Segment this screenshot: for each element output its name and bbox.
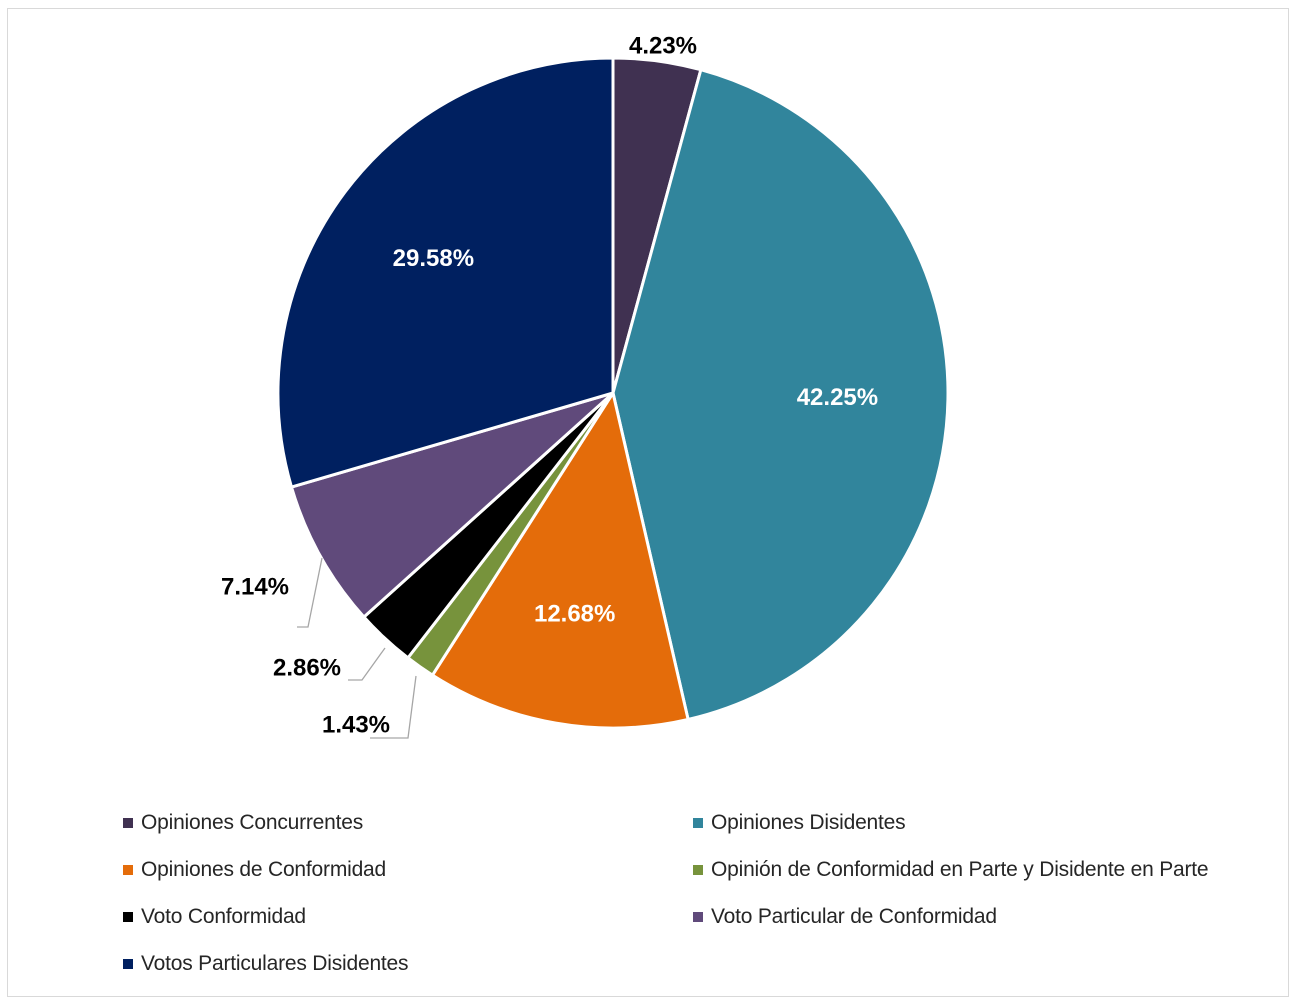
legend-item-opiniones-concurrentes: Opiniones Concurrentes [123,806,693,840]
leader-lines [297,557,417,739]
data-label-opiniones-de-conformidad: 12.68% [534,601,615,628]
data-label-opiniones-concurrentes: 4.23% [629,33,697,60]
legend-item-voto-conformidad: Voto Conformidad [123,900,693,934]
pie-slice-voto-particular-de-conformidad [289,391,615,619]
legend-swatch [693,912,703,922]
legend-swatch [693,818,703,828]
legend-swatch [123,818,133,828]
leader-line-voto-conformidad [348,647,386,681]
legend-label: Opiniones Disidentes [711,811,906,834]
legend-item-voto-particular-de-conformidad: Voto Particular de Conformidad [693,900,1273,934]
pie-slice-opiniones-de-conformidad [430,391,690,730]
data-label-votos-particulares-disidentes: 29.58% [393,245,474,272]
legend-item-opinion-de-conformidad-en-parte-y-disidente-en-parte: Opinión de Conformidad en Parte y Diside… [693,853,1273,887]
data-label-opinion-de-conformidad-en-parte-y-disidente-en-parte: 1.43% [322,712,390,739]
legend-label: Opiniones Concurrentes [141,811,364,834]
leader-line-voto-particular-de-conformidad [297,557,323,628]
pie-slice-opiniones-disidentes [611,68,950,721]
data-label-opiniones-disidentes: 42.25% [797,384,878,411]
legend-label: Opinión de Conformidad en Parte y Diside… [711,858,1209,881]
pie-slices [276,56,950,730]
legend-label: Votos Particulares Disidentes [141,952,409,975]
data-labels: 4.23% 42.25% 12.68% 1.43% 2.86% 7.14% 29.58% [221,33,878,739]
legend: Opiniones Concurrentes Opiniones Disident… [123,806,1273,981]
legend-item-opiniones-de-conformidad: Opiniones de Conformidad [123,853,693,887]
legend-swatch [693,865,703,875]
legend-swatch [123,912,133,922]
legend-item-votos-particulares-disidentes: Votos Particulares Disidentes [123,947,693,981]
pie-slice-votos-particulares-disidentes [276,56,615,489]
legend-swatch [123,959,133,969]
leader-line-opinion-de-conformidad-en-parte-y-disidente-en-parte [370,675,417,739]
legend-label: Voto Conformidad [141,905,306,928]
legend-label: Opiniones de Conformidad [141,858,387,881]
data-label-voto-particular-de-conformidad: 7.14% [221,574,289,601]
legend-item-opiniones-disidentes: Opiniones Disidentes [693,806,1273,840]
legend-swatch [123,865,133,875]
legend-label: Voto Particular de Conformidad [711,905,997,928]
data-label-voto-conformidad: 2.86% [273,655,341,682]
